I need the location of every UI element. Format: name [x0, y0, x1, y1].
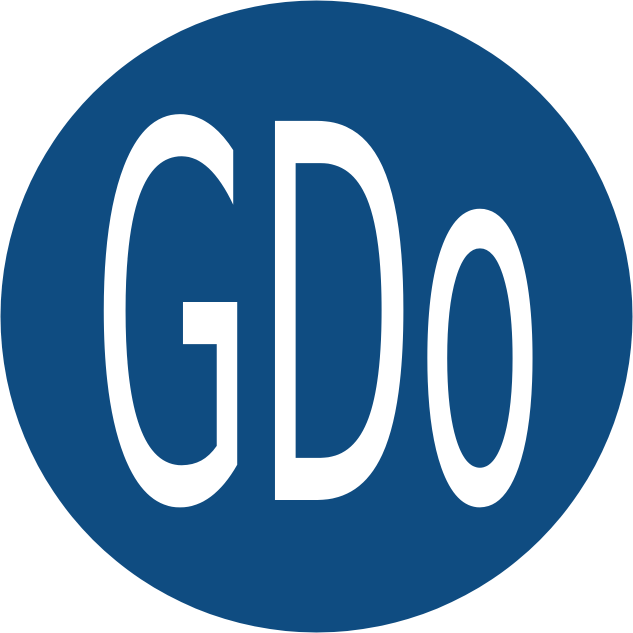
logo-text: GDo — [92, 17, 544, 623]
